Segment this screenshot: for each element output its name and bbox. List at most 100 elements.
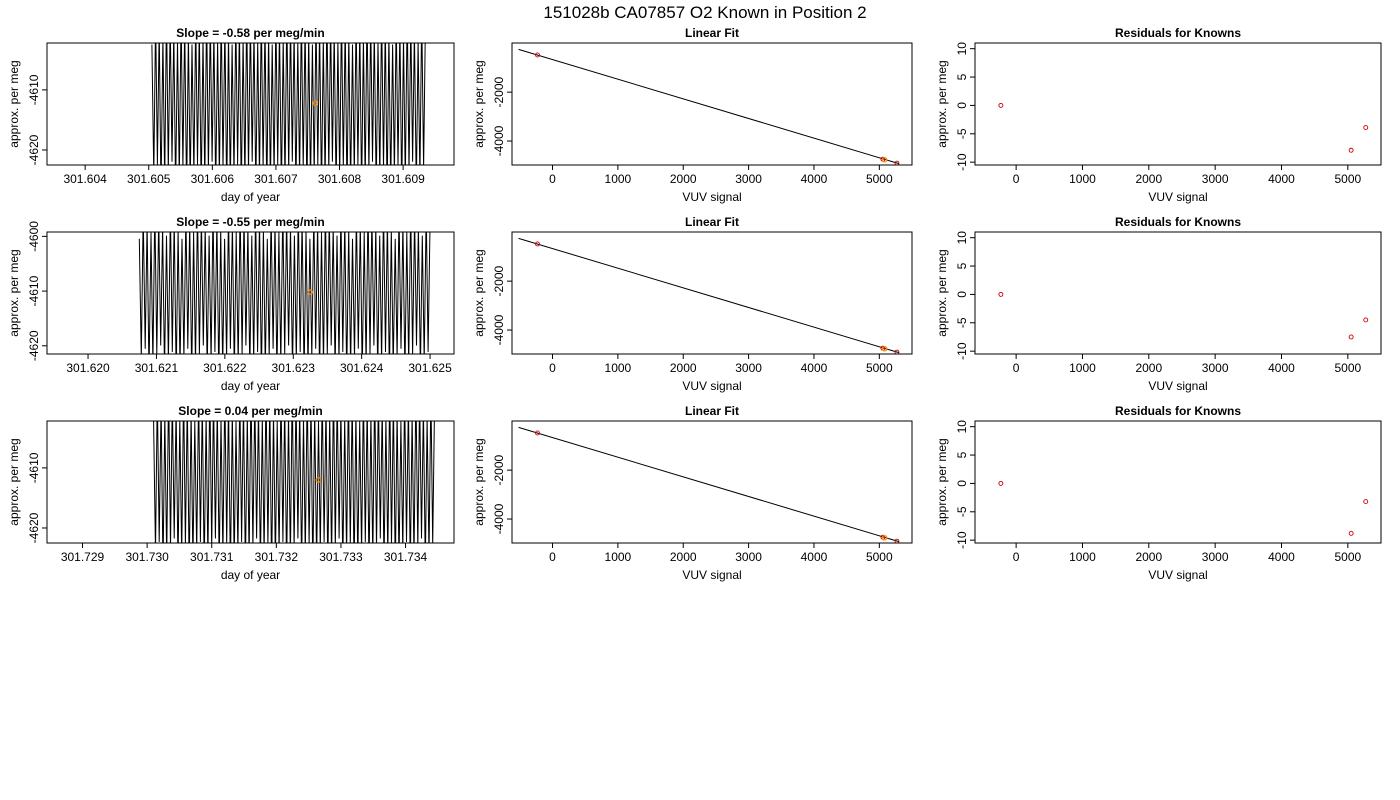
y-tick-label: -2000 [492, 454, 506, 485]
y-tick-label: -4610 [27, 452, 41, 483]
y-tick-label: -4000 [492, 314, 506, 345]
data-layer [151, 43, 426, 165]
x-tick-label: 3000 [735, 361, 762, 375]
y-tick-label: -10 [955, 531, 969, 549]
x-axis-label: VUV signal [682, 190, 741, 204]
y-tick-label: -4610 [27, 74, 41, 105]
data-layer [998, 102, 1369, 153]
panel-title: Residuals for Knowns [1115, 26, 1241, 40]
panel-row2-fit: Linear Fit 0 1000 2000 3000 4000 5000 -2000 -400… [472, 215, 913, 393]
x-tick-label: 1000 [605, 550, 632, 564]
x-tick-label: 5000 [1334, 361, 1361, 375]
x-tick-label: 301.608 [318, 172, 362, 186]
mean-point [881, 534, 888, 541]
plot-frame [46, 420, 455, 544]
x-tick-label: 4000 [1268, 550, 1295, 564]
residual-point [998, 102, 1004, 108]
x-tick-label: 301.606 [191, 172, 235, 186]
panel-title: Residuals for Knowns [1115, 404, 1241, 418]
x-tick-label: 4000 [801, 361, 828, 375]
known-point [535, 52, 540, 58]
known-point [894, 538, 900, 543]
panel-row1-fit: Linear Fit 0 1000 2000 3000 4000 5000 -2000 -400… [472, 26, 913, 204]
known-point [894, 349, 900, 354]
x-tick-label: 301.609 [381, 172, 425, 186]
residual-point [1348, 147, 1354, 153]
x-tick-label: 2000 [1135, 550, 1162, 564]
panel-title: Slope = -0.55 per meg/min [176, 215, 324, 229]
residual-point [1363, 499, 1369, 505]
data-layer [998, 291, 1369, 340]
x-tick-label: 2000 [670, 550, 697, 564]
x-tick-label: 0 [549, 361, 556, 375]
panel-row2-trace: Slope = -0.55 per meg/min 301.620 301.621 3… [7, 215, 455, 393]
data-layer [153, 421, 435, 543]
mean-point [315, 477, 322, 483]
plot-frame [974, 231, 1382, 355]
x-tick-label: 4000 [1268, 361, 1295, 375]
x-tick-label: 0 [1013, 361, 1020, 375]
y-axis-label: approx. per meg [7, 438, 21, 525]
x-tick-label: 0 [1013, 550, 1020, 564]
x-axis-label: day of year [221, 379, 280, 393]
x-tick-label: 5000 [866, 361, 893, 375]
x-tick-label: 301.625 [408, 361, 452, 375]
x-tick-label: 2000 [670, 172, 697, 186]
trace-line [153, 421, 435, 543]
x-axis-label: VUV signal [1148, 568, 1207, 582]
x-tick-label: 301.622 [203, 361, 247, 375]
x-tick-label: 4000 [1268, 172, 1295, 186]
panel-title: Linear Fit [685, 404, 739, 418]
y-tick-label: 5 [955, 451, 969, 458]
x-tick-label: 2000 [1135, 172, 1162, 186]
fit-line [518, 426, 900, 543]
y-tick-label: -4610 [27, 275, 41, 306]
y-tick-label: -4000 [492, 503, 506, 534]
x-tick-label: 301.623 [272, 361, 316, 375]
panel-title: Slope = 0.04 per meg/min [178, 404, 322, 418]
trace-line [138, 232, 431, 354]
plot-frame [974, 42, 1382, 166]
x-tick-label: 2000 [670, 361, 697, 375]
x-tick-label: 301.605 [127, 172, 171, 186]
chart-panels: Slope = -0.58 per meg/min 301.604 301.605 3… [7, 26, 1382, 582]
x-tick-label: 2000 [1135, 361, 1162, 375]
y-tick-label: 5 [955, 262, 969, 269]
plot-frame [974, 420, 1382, 544]
residual-point [1363, 317, 1369, 323]
x-tick-label: 1000 [605, 361, 632, 375]
y-tick-label: 0 [955, 291, 969, 298]
fit-line [518, 48, 900, 165]
mean-point [312, 100, 319, 106]
x-tick-label: 301.734 [384, 550, 428, 564]
x-tick-label: 1000 [1069, 550, 1096, 564]
x-tick-label: 1000 [605, 172, 632, 186]
x-tick-label: 1000 [1069, 172, 1096, 186]
plot-frame [511, 231, 913, 355]
y-axis-label: approx. per meg [935, 438, 949, 525]
data-layer [518, 48, 900, 165]
x-tick-label: 0 [549, 172, 556, 186]
panel-title: Linear Fit [685, 26, 739, 40]
x-tick-label: 4000 [801, 172, 828, 186]
known-point [894, 160, 900, 165]
y-tick-label: -2000 [492, 265, 506, 296]
x-tick-label: 301.624 [340, 361, 384, 375]
x-axis-label: VUV signal [682, 568, 741, 582]
y-tick-label: -10 [955, 153, 969, 171]
plot-frame [511, 42, 913, 166]
data-layer [998, 480, 1369, 536]
known-point [535, 430, 540, 436]
panel-row3-fit: Linear Fit 0 1000 2000 3000 4000 5000 -2000 -400… [472, 404, 913, 582]
x-tick-label: 0 [549, 550, 556, 564]
panel-row1-trace: Slope = -0.58 per meg/min 301.604 301.605 3… [7, 26, 455, 204]
y-axis-label: approx. per meg [7, 249, 21, 336]
x-tick-label: 301.607 [254, 172, 298, 186]
y-tick-label: -4600 [27, 221, 41, 252]
y-tick-label: 0 [955, 480, 969, 487]
x-tick-label: 5000 [1334, 550, 1361, 564]
y-axis-label: approx. per meg [935, 249, 949, 336]
x-tick-label: 5000 [866, 172, 893, 186]
y-tick-label: -4620 [27, 512, 41, 543]
